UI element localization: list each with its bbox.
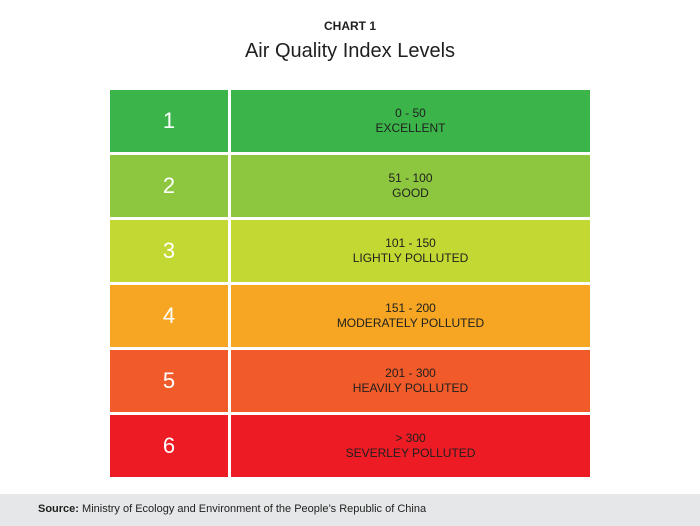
aqi-level-row: 5 201 - 300 HEAVILY POLLUTED	[110, 350, 590, 412]
level-category: HEAVILY POLLUTED	[352, 381, 469, 395]
level-range: 151 - 200	[385, 301, 436, 315]
aqi-level-row: 1 0 - 50 EXCELLENT	[110, 90, 590, 152]
level-range: 51 - 100	[388, 171, 433, 185]
level-range: 201 - 300	[385, 366, 436, 380]
level-description: > 300 SEVERLEY POLLUTED	[231, 415, 590, 477]
chart-title: Air Quality Index Levels	[244, 40, 456, 62]
level-category: GOOD	[392, 186, 429, 200]
level-range: 101 - 150	[385, 236, 436, 250]
level-number: 5	[110, 350, 231, 412]
level-number: 6	[110, 415, 231, 477]
aqi-level-row: 4 151 - 200 MODERATELY POLLUTED	[110, 285, 590, 347]
source-footer: Source: Ministry of Ecology and Environm…	[0, 494, 700, 526]
level-category: MODERATELY POLLUTED	[336, 316, 485, 330]
source-note: Source: Ministry of Ecology and Environm…	[38, 503, 426, 515]
aqi-level-row: 3 101 - 150 LIGHTLY POLLUTED	[110, 220, 590, 282]
level-description: 51 - 100 GOOD	[231, 155, 590, 217]
level-number: 2	[110, 155, 231, 217]
source-text: Ministry of Ecology and Environment of t…	[82, 503, 427, 515]
aqi-level-row: 6 > 300 SEVERLEY POLLUTED	[110, 415, 590, 477]
level-description: 101 - 150 LIGHTLY POLLUTED	[231, 220, 590, 282]
level-category: SEVERLEY POLLUTED	[345, 446, 476, 460]
level-description: 0 - 50 EXCELLENT	[231, 90, 590, 152]
level-description: 201 - 300 HEAVILY POLLUTED	[231, 350, 590, 412]
source-label: Source:	[38, 503, 79, 515]
aqi-levels-table: 1 0 - 50 EXCELLENT 2 51 - 100 GOOD 3 101…	[110, 90, 590, 477]
level-number: 1	[110, 90, 231, 152]
level-range: > 300	[395, 431, 426, 445]
level-number: 3	[110, 220, 231, 282]
level-number: 4	[110, 285, 231, 347]
chart-label: CHART 1	[323, 19, 376, 33]
level-category: EXCELLENT	[375, 121, 446, 135]
aqi-level-row: 2 51 - 100 GOOD	[110, 155, 590, 217]
level-range: 0 - 50	[395, 106, 426, 120]
level-description: 151 - 200 MODERATELY POLLUTED	[231, 285, 590, 347]
level-category: LIGHTLY POLLUTED	[352, 251, 469, 265]
